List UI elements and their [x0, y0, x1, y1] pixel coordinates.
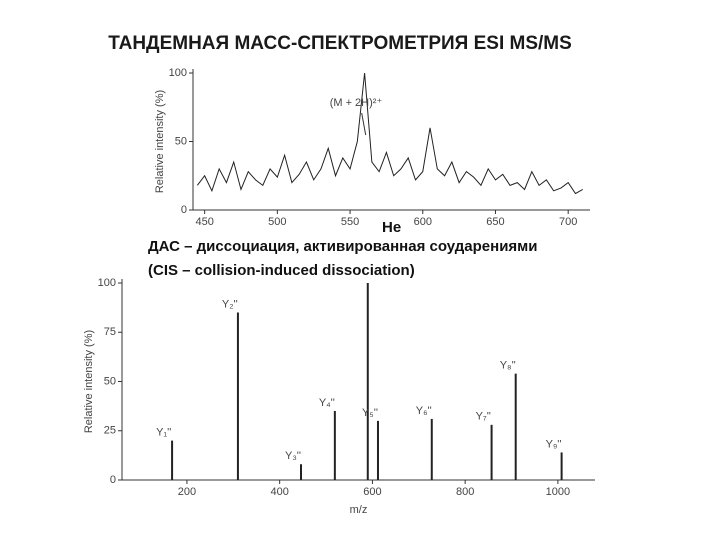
x-tick-label: 700 — [559, 216, 577, 228]
x-tick-label: 550 — [341, 216, 359, 228]
annotation-line — [361, 112, 367, 136]
peak-label: Y₂'' — [222, 298, 238, 310]
y-tick-label: 50 — [104, 375, 116, 387]
y-tick-label: 100 — [98, 277, 116, 289]
x-tick-label: 650 — [486, 216, 504, 228]
peak-label: Y₈'' — [500, 360, 516, 372]
x-tick-label: 400 — [270, 486, 288, 498]
x-tick-label: 800 — [456, 486, 474, 498]
x-tick-label: 200 — [178, 486, 196, 498]
x-tick-label: 450 — [195, 216, 213, 228]
peak-label: Y₆'' — [416, 405, 432, 417]
text-line: ДАС – диссоциация, активированная соудар… — [148, 238, 538, 255]
x-tick-label: 600 — [414, 216, 432, 228]
peak-label: Y₁'' — [156, 427, 171, 439]
y-tick-label: 75 — [104, 326, 116, 338]
x-axis-label: m/z — [350, 504, 368, 516]
y-tick-label: 0 — [110, 474, 116, 486]
slide-title: ТАНДЕМНАЯ МАСС-СПЕКТРОМЕТРИЯ ESI MS/MS — [108, 33, 572, 54]
peak-label: Y₄'' — [319, 397, 335, 409]
peak-label: Y₅'' — [362, 407, 378, 419]
x-tick-label: 1000 — [546, 486, 570, 498]
peak-label: Y₇'' — [476, 411, 491, 423]
gas-label: Не — [382, 219, 401, 236]
peak-label: Y₉'' — [546, 438, 562, 450]
x-tick-label: 500 — [268, 216, 286, 228]
peak-label: Y₃'' — [285, 450, 301, 462]
annotation: (M + 2H)²⁺ — [330, 97, 383, 109]
text-line: (CIS – collision-induced dissociation) — [148, 262, 415, 279]
spectrum — [196, 72, 583, 195]
y-tick-label: 25 — [104, 425, 116, 437]
x-tick-label: 600 — [363, 486, 381, 498]
y-tick-label: 0 — [181, 204, 187, 216]
y-tick-label: 50 — [175, 135, 187, 147]
y-tick-label: 100 — [169, 67, 187, 79]
y-axis-label: Relative intensity (%) — [83, 330, 95, 433]
y-axis-label: Relative intensity (%) — [154, 90, 166, 193]
